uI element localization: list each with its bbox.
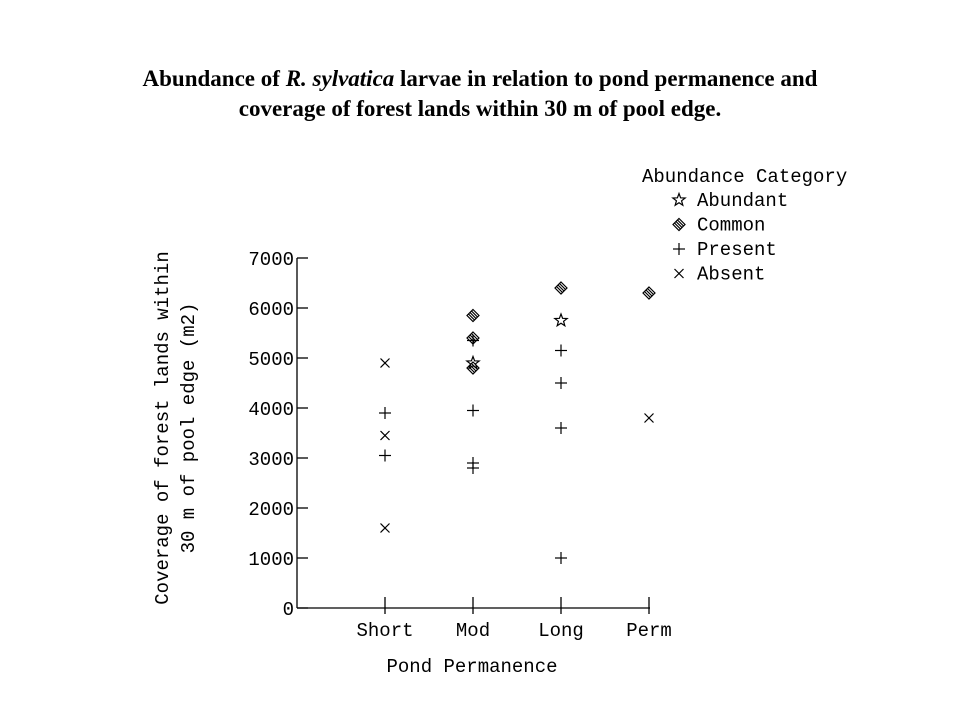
- x-tick-label: Long: [538, 620, 584, 642]
- data-point-abundant: [553, 312, 569, 328]
- y-tick-label: 6000: [248, 299, 294, 321]
- legend-marker-present: [673, 243, 685, 255]
- data-point-present: [555, 377, 567, 389]
- chart-title-species: R. sylvatica: [285, 66, 395, 91]
- legend-marker-common: [672, 217, 686, 232]
- y-tick-label: 4000: [248, 399, 294, 421]
- data-point-present: [379, 449, 391, 462]
- data-point-present: [555, 422, 567, 434]
- data-point-absent: [644, 413, 654, 423]
- legend-label-present: Present: [697, 239, 777, 261]
- chart-title-suffix: larvae in relation to pond permanence an…: [394, 66, 818, 91]
- data-point-absent: [380, 430, 390, 441]
- data-point-present: [555, 344, 567, 357]
- chart-title-line2: coverage of forest lands within 30 m of …: [238, 96, 722, 121]
- data-point-common: [642, 286, 656, 300]
- data-point-present: [555, 552, 567, 564]
- y-axis-label-line2: 30 m of pool edge (m2): [178, 303, 200, 554]
- data-point-absent: [380, 358, 390, 368]
- data-point-common: [466, 361, 480, 375]
- data-points: [379, 281, 656, 564]
- legend-label-absent: Absent: [697, 264, 765, 286]
- x-tick-label: Mod: [456, 620, 490, 642]
- y-tick-label: 0: [283, 599, 294, 621]
- y-ticks: 0 1000 2000 3000 4000 5000 6000 7000: [248, 249, 308, 621]
- data-point-present: [467, 404, 479, 417]
- legend-marker-absent: [674, 268, 684, 279]
- chart-title-prefix: Abundance of: [142, 66, 286, 91]
- data-point-common: [554, 281, 568, 295]
- y-tick-label: 1000: [248, 549, 294, 571]
- data-point-common: [466, 308, 480, 323]
- y-tick-label: 3000: [248, 449, 294, 471]
- data-point-absent: [380, 523, 390, 533]
- data-point-present: [467, 462, 479, 474]
- x-tick-label: Perm: [626, 620, 672, 642]
- legend: Abundance Category Abundant CommonPresent…: [642, 166, 847, 286]
- y-tick-label: 5000: [248, 349, 294, 371]
- legend-label-abundant: Abundant: [697, 190, 788, 212]
- data-point-present: [379, 407, 391, 419]
- data-point-present: [467, 334, 479, 347]
- x-ticks: Short Mod Long Perm: [356, 597, 672, 642]
- y-tick-label: 2000: [248, 499, 294, 521]
- legend-title: Abundance Category: [642, 166, 847, 188]
- y-tick-label: 7000: [248, 249, 294, 271]
- chart-title: Abundance of R. sylvatica larvae in rela…: [0, 64, 960, 124]
- x-tick-label: Short: [356, 620, 413, 642]
- y-axis-label-line1: Coverage of forest lands within: [152, 251, 174, 604]
- x-axis-label: Pond Permanence: [386, 656, 557, 678]
- legend-label-common: Common: [697, 215, 765, 237]
- legend-marker-abundant: [671, 191, 687, 207]
